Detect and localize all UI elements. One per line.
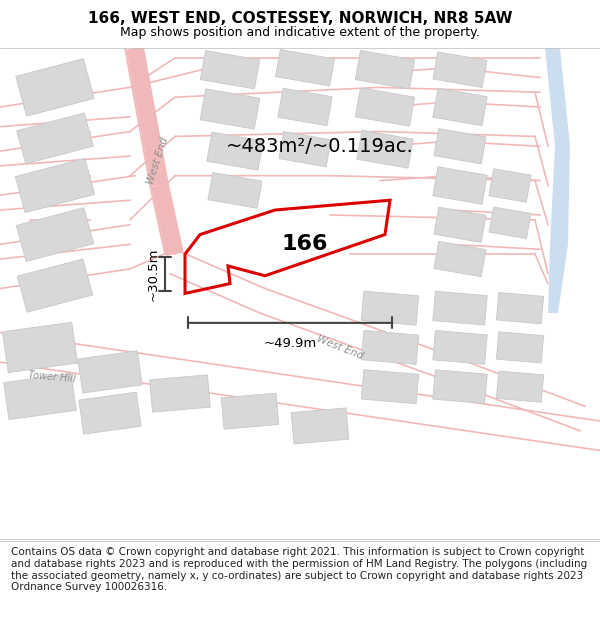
Bar bbox=[200, 51, 260, 89]
Bar bbox=[433, 370, 487, 404]
Bar bbox=[200, 89, 260, 129]
Bar bbox=[361, 331, 419, 364]
Bar bbox=[16, 59, 94, 116]
Text: ~49.9m: ~49.9m bbox=[263, 337, 317, 349]
Bar bbox=[433, 88, 487, 126]
Bar bbox=[433, 331, 487, 364]
Bar bbox=[434, 241, 486, 277]
Text: ~30.5m: ~30.5m bbox=[147, 247, 160, 301]
Bar bbox=[16, 158, 95, 212]
Bar bbox=[434, 207, 486, 242]
Text: 166: 166 bbox=[282, 234, 328, 254]
Polygon shape bbox=[540, 48, 570, 313]
Bar bbox=[433, 167, 487, 204]
Bar bbox=[496, 371, 544, 402]
Bar bbox=[79, 392, 141, 434]
Bar bbox=[496, 292, 544, 324]
Bar bbox=[17, 259, 93, 312]
Bar bbox=[278, 88, 332, 126]
Text: ~483m²/~0.119ac.: ~483m²/~0.119ac. bbox=[226, 137, 414, 156]
Bar bbox=[357, 130, 413, 168]
Text: Contains OS data © Crown copyright and database right 2021. This information is : Contains OS data © Crown copyright and d… bbox=[11, 548, 587, 592]
Bar bbox=[433, 52, 487, 88]
Polygon shape bbox=[126, 47, 169, 187]
Bar bbox=[221, 393, 279, 429]
Bar bbox=[355, 51, 415, 89]
Text: 166, WEST END, COSTESSEY, NORWICH, NR8 5AW: 166, WEST END, COSTESSEY, NORWICH, NR8 5… bbox=[88, 11, 512, 26]
Polygon shape bbox=[151, 184, 184, 256]
Bar bbox=[361, 291, 419, 325]
Bar bbox=[2, 322, 77, 372]
Bar bbox=[433, 291, 487, 325]
Bar bbox=[4, 373, 76, 419]
Bar bbox=[78, 351, 142, 393]
Bar bbox=[149, 375, 211, 412]
Bar bbox=[291, 408, 349, 444]
Text: West End: West End bbox=[146, 136, 170, 186]
Text: Tower Hill: Tower Hill bbox=[28, 370, 76, 384]
Bar bbox=[208, 173, 262, 208]
Bar bbox=[361, 369, 419, 404]
Bar bbox=[355, 88, 415, 126]
Text: West End: West End bbox=[316, 334, 365, 361]
Bar bbox=[279, 132, 331, 167]
Text: Map shows position and indicative extent of the property.: Map shows position and indicative extent… bbox=[120, 26, 480, 39]
Bar bbox=[489, 169, 531, 202]
Bar bbox=[496, 332, 544, 363]
Bar bbox=[434, 129, 486, 164]
Bar bbox=[489, 207, 531, 239]
Bar bbox=[207, 132, 263, 170]
Bar bbox=[16, 208, 94, 261]
Bar bbox=[17, 113, 94, 164]
Bar bbox=[275, 49, 335, 86]
